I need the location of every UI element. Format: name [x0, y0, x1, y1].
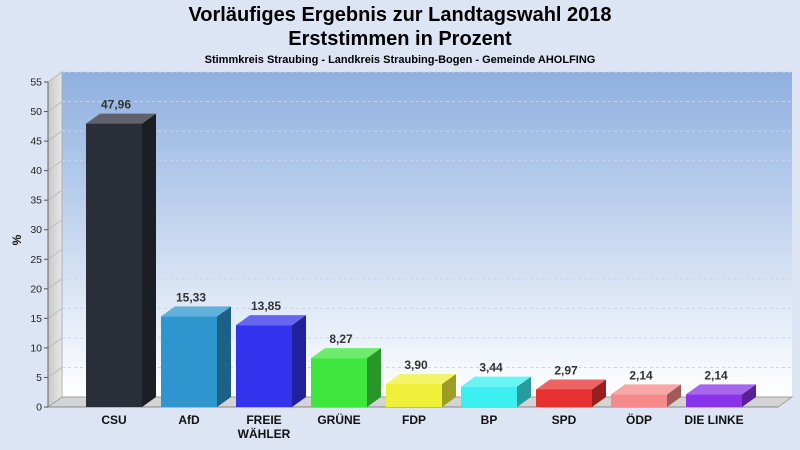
- y-tick-label: 35: [30, 195, 42, 207]
- bar-top: [161, 306, 231, 317]
- y-axis-label: %: [10, 234, 24, 245]
- bar-1: [86, 113, 156, 407]
- y-tick-label: 55: [30, 77, 42, 89]
- bar-value-label: 3,90: [404, 358, 428, 372]
- y-tick-label: 10: [30, 342, 42, 354]
- grid-line-side: [47, 278, 63, 290]
- grid-line-side: [47, 71, 63, 83]
- y-tick-label: 20: [30, 283, 42, 295]
- y-tick-label: 15: [30, 313, 42, 325]
- chart-region-subtitle: Stimmkreis Straubing - Landkreis Straubi…: [204, 54, 596, 66]
- plot-left-wall: [47, 71, 63, 408]
- x-tick-label: FREIE WÄHLER: [238, 413, 291, 441]
- bar-front: [461, 386, 517, 407]
- x-tick-label: BP: [481, 413, 498, 427]
- y-tick-label: 25: [30, 254, 42, 266]
- y-tick-label: 30: [30, 224, 42, 236]
- x-tick-label: CSU: [101, 413, 126, 427]
- grid-line-side: [47, 130, 63, 142]
- bar-side: [292, 315, 306, 407]
- bar-value-label: 2,97: [554, 363, 578, 377]
- bar-top: [311, 348, 381, 359]
- bar-2: [161, 306, 231, 407]
- bar-front: [86, 123, 142, 407]
- bar-value-label: 13,85: [251, 299, 281, 313]
- bar-front: [161, 316, 217, 407]
- bar-value-label: 2,14: [704, 368, 728, 382]
- x-tick-label: AfD: [178, 413, 200, 427]
- x-tick-label: SPD: [552, 413, 577, 427]
- bar-value-label: 47,96: [101, 98, 131, 112]
- grid-line-side: [47, 219, 63, 231]
- x-tick-label: GRÜNE: [317, 412, 360, 427]
- chart-title: Vorläufiges Ergebnis zur Landtagswahl 20…: [188, 4, 612, 26]
- bar-front: [536, 389, 592, 407]
- bar-top: [236, 315, 306, 326]
- bar-value-label: 3,44: [479, 361, 503, 375]
- bar-5: [386, 373, 456, 407]
- y-tick-label: 50: [30, 106, 42, 118]
- x-tick-label: DIE LINKE: [684, 413, 743, 427]
- y-tick-label: 40: [30, 165, 42, 177]
- bar-top: [686, 384, 756, 395]
- grid-line-side: [47, 307, 63, 319]
- bar-7: [536, 379, 606, 407]
- bar-side: [142, 113, 156, 407]
- y-tick-label: 0: [36, 402, 42, 414]
- bar-3: [236, 315, 306, 407]
- bar-front: [311, 358, 367, 407]
- y-tick-label: 5: [36, 372, 42, 384]
- bar-side: [517, 376, 531, 407]
- bar-8: [611, 384, 681, 407]
- bar-front: [686, 394, 742, 407]
- bar-value-label: 15,33: [176, 290, 206, 304]
- bar-side: [742, 384, 756, 407]
- bar-top: [386, 373, 456, 384]
- bar-side: [592, 379, 606, 407]
- bar-front: [386, 383, 442, 407]
- bar-4: [311, 348, 381, 407]
- bar-side: [367, 348, 381, 407]
- x-tick-label: FDP: [402, 413, 426, 427]
- bar-front: [611, 394, 667, 407]
- grid-line-side: [47, 189, 63, 201]
- bar-6: [461, 376, 531, 407]
- grid-line-side: [47, 160, 63, 172]
- bar-front: [236, 325, 292, 407]
- chart-subtitle: Erststimmen in Prozent: [288, 28, 512, 50]
- bar-value-label: 8,27: [329, 332, 353, 346]
- bar-top: [611, 384, 681, 395]
- bar-top: [461, 376, 531, 387]
- bar-9: [686, 384, 756, 407]
- bar-side: [667, 384, 681, 407]
- grid-line-side: [47, 337, 63, 349]
- grid-line-side: [47, 367, 63, 378]
- bar-side: [217, 306, 231, 407]
- grid-line-side: [47, 248, 63, 260]
- y-tick-label: 45: [30, 136, 42, 148]
- bar-top: [86, 113, 156, 124]
- grid-line-side: [47, 101, 63, 112]
- bar-top: [536, 379, 606, 390]
- bar-value-label: 2,14: [629, 368, 653, 382]
- x-tick-label: ÖDP: [626, 412, 652, 427]
- bar-side: [442, 373, 456, 407]
